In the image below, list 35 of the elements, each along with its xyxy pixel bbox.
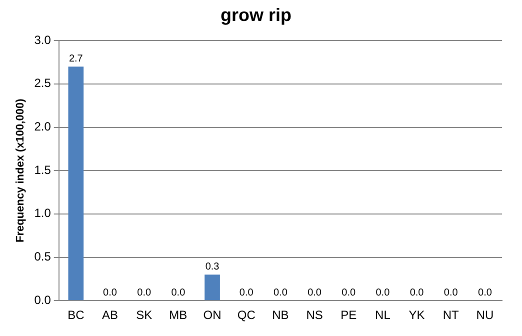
x-tick-label: NS (306, 308, 323, 322)
data-label: 0.0 (376, 287, 390, 298)
x-tick-label: SK (136, 308, 152, 322)
y-tick-label: 1.0 (34, 206, 52, 220)
y-tick-label: 2.0 (34, 120, 52, 134)
data-label: 0.0 (239, 287, 254, 298)
data-label: 0.0 (171, 287, 186, 298)
x-tick-label: ON (203, 308, 222, 322)
x-tick-label: MB (169, 308, 188, 322)
y-tick-label: 3.0 (34, 32, 52, 47)
data-label: 0.0 (478, 287, 492, 298)
x-tick-label: NT (442, 308, 460, 322)
chart-title: grow rip (220, 4, 292, 25)
y-tick-label: 2.5 (34, 76, 52, 90)
y-tick-label: 1.5 (34, 162, 52, 177)
data-label: 0.0 (103, 287, 118, 298)
data-label: 0.0 (273, 287, 288, 298)
data-label: 0.0 (444, 287, 458, 298)
data-label: 2.7 (68, 53, 84, 64)
data-label: 0.0 (342, 287, 356, 298)
x-tick-label: BC (68, 308, 85, 322)
x-tick-label: AB (102, 308, 118, 322)
x-tick-label: YK (408, 308, 425, 322)
y-axis-title: Frequency index (x100,000) (14, 98, 27, 242)
data-label: 0.0 (308, 287, 322, 298)
x-tick-label: QC (237, 308, 256, 322)
data-label: 0.3 (205, 261, 220, 272)
x-tick-label: NU (476, 308, 494, 322)
y-tick-label: 0.5 (34, 250, 52, 264)
x-tick-label: NB (272, 308, 289, 322)
data-label: 0.0 (410, 287, 424, 298)
y-tick-label: 0.0 (34, 292, 52, 307)
x-tick-label: PE (340, 308, 357, 322)
data-label: 0.0 (137, 287, 152, 298)
x-tick-label: NL (375, 308, 391, 322)
